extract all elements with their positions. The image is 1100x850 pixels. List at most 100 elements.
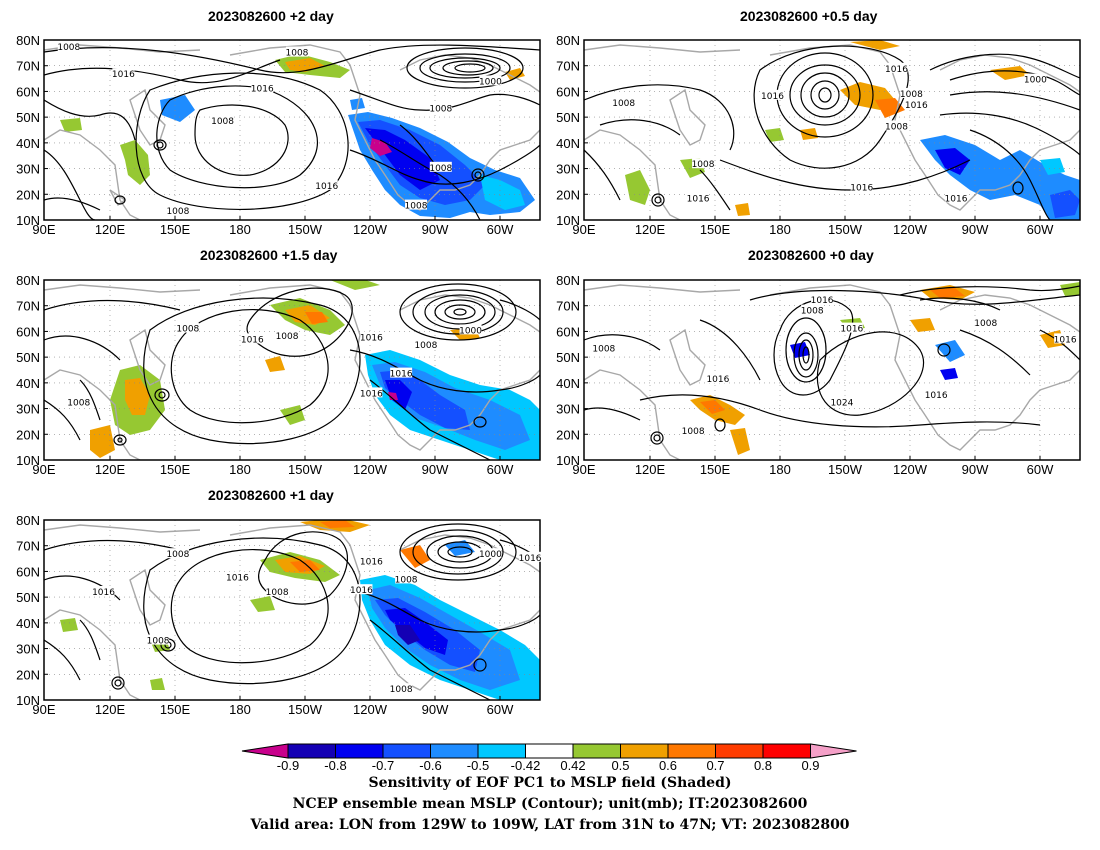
lat-tick-label: 60N (16, 324, 40, 339)
lat-tick-label: 70N (16, 59, 40, 74)
contour-label: 1008 (176, 325, 199, 335)
lat-tick-label: 60N (556, 84, 580, 99)
contour-label: 1008 (405, 202, 428, 212)
contour-label: 1008 (592, 344, 615, 354)
colorbar-tick-label: -0.9 (277, 758, 299, 773)
lat-tick-label: 40N (16, 136, 40, 151)
lat-tick-label: 70N (556, 59, 580, 74)
colorbar-tick-label: 0.9 (801, 758, 819, 773)
panel-title-plus1-day: 2023082600 +1 day (208, 487, 334, 503)
contour-label: 1008 (429, 104, 452, 114)
contour-label: 1016 (850, 184, 873, 194)
contour-label: 1008 (429, 164, 452, 174)
contour-label: 1008 (885, 122, 908, 132)
colorbar-segment (620, 743, 669, 759)
lon-tick-label: 150W (288, 222, 323, 237)
lon-tick-label: 150W (288, 462, 323, 477)
sensitivity-shading (60, 520, 540, 700)
colorbar: -0.9 -0.8 -0.7 -0.6 -0.5 -0.42 0.42 0.5 0.6 0.7 0.… (241, 743, 857, 773)
colorbar-tick-label: -0.5 (467, 758, 489, 773)
lat-tick-label: 80N (556, 273, 580, 288)
lon-tick-label: 150W (828, 222, 863, 237)
colorbar-segment (382, 743, 431, 759)
contour-label: 1000 (479, 77, 502, 87)
lon-tick-label: 90E (32, 222, 55, 237)
coastlines (44, 284, 540, 460)
contour-label: 1016 (811, 296, 834, 306)
caption-line-3: Valid area: LON from 129W to 109W, LAT f… (250, 817, 850, 833)
contour-label: 1008 (395, 575, 418, 585)
colorbar-segment (715, 743, 764, 759)
lon-tick-label: 120E (95, 702, 126, 717)
lat-tick-label: 20N (16, 427, 40, 442)
lat-tick-label: 10N (16, 213, 40, 228)
contour-label: 1024 (830, 398, 853, 408)
lat-tick-label: 40N (556, 376, 580, 391)
lon-tick-label: 150W (828, 462, 863, 477)
contour-label: 1016 (687, 194, 710, 204)
lon-tick-label: 150E (700, 462, 731, 477)
contour-label: 1016 (360, 557, 383, 567)
lon-tick-label: 60W (487, 462, 514, 477)
lon-tick-label: 90W (422, 462, 449, 477)
lon-tick-label: 90E (572, 222, 595, 237)
colorbar-right-arrow (810, 743, 857, 759)
lon-tick-label: 90W (422, 222, 449, 237)
colorbar-segment (667, 743, 716, 759)
caption-line-2: NCEP ensemble mean MSLP (Contour); unit(… (292, 796, 808, 812)
lat-tick-label: 80N (16, 33, 40, 48)
lat-tick-label: 40N (16, 376, 40, 391)
panel-title-plus15-day: 2023082600 +1.5 day (200, 247, 338, 263)
lon-tick-label: 120E (95, 462, 126, 477)
lat-tick-label: 50N (16, 590, 40, 605)
contour-labels-plus2-day: 1008 1016 1016 1008 1008 1000 1008 1008 1008 1016… (57, 41, 502, 217)
contour-label: 1008 (612, 99, 635, 109)
lat-tick-label: 20N (556, 187, 580, 202)
mslp-contours (44, 44, 540, 220)
contour-label: 1016 (315, 182, 338, 192)
contour-label: 1008 (974, 319, 997, 329)
lon-tick-label: 60W (487, 222, 514, 237)
lat-tick-label: 40N (16, 616, 40, 631)
mslp-contours (584, 285, 1080, 445)
lat-tick-label: 30N (16, 162, 40, 177)
panel-title-plus0-day: 2023082600 +0 day (748, 247, 874, 263)
contour-label: 1008 (266, 588, 289, 598)
lon-tick-label: 150E (160, 702, 191, 717)
mslp-contours (44, 523, 540, 700)
contour-label: 1016 (241, 335, 264, 345)
contour-label: 1016 (92, 588, 115, 598)
contour-label: 1016 (925, 391, 948, 401)
lat-tick-label: 70N (16, 299, 40, 314)
panel-title-plus05-day: 2023082600 +0.5 day (740, 8, 878, 24)
colorbar-tick-label: -0.42 (511, 758, 541, 773)
contour-label: 1016 (706, 375, 729, 385)
contour-label: 1008 (147, 637, 170, 647)
contour-label: 1008 (211, 117, 234, 127)
colorbar-left-arrow (241, 743, 289, 759)
colorbar-tick-label: -0.8 (324, 758, 346, 773)
lat-tick-label: 20N (16, 187, 40, 202)
contour-label: 1000 (1024, 76, 1047, 86)
contour-label: 1016 (761, 92, 784, 102)
caption-line-1: Sensitivity of EOF PC1 to MSLP field (Sh… (368, 775, 732, 791)
lon-tick-label: 90E (572, 462, 595, 477)
lat-tick-label: 50N (16, 350, 40, 365)
lon-tick-label: 120W (353, 702, 388, 717)
lat-tick-label: 60N (556, 324, 580, 339)
colorbar-segment (287, 743, 336, 759)
contour-label: 1016 (840, 325, 863, 335)
contour-label: 1008 (390, 685, 413, 695)
contour-label: 1008 (682, 427, 705, 437)
lon-tick-label: 60W (1027, 222, 1054, 237)
colorbar-tick-label: 0.42 (560, 758, 585, 773)
colorbar-segment (525, 743, 574, 759)
colorbar-tick-label: 0.7 (706, 758, 724, 773)
contour-label: 1008 (67, 398, 90, 408)
grid-lines (584, 280, 1080, 460)
colorbar-segment (477, 743, 526, 759)
colorbar-tick-label: 0.8 (754, 758, 772, 773)
